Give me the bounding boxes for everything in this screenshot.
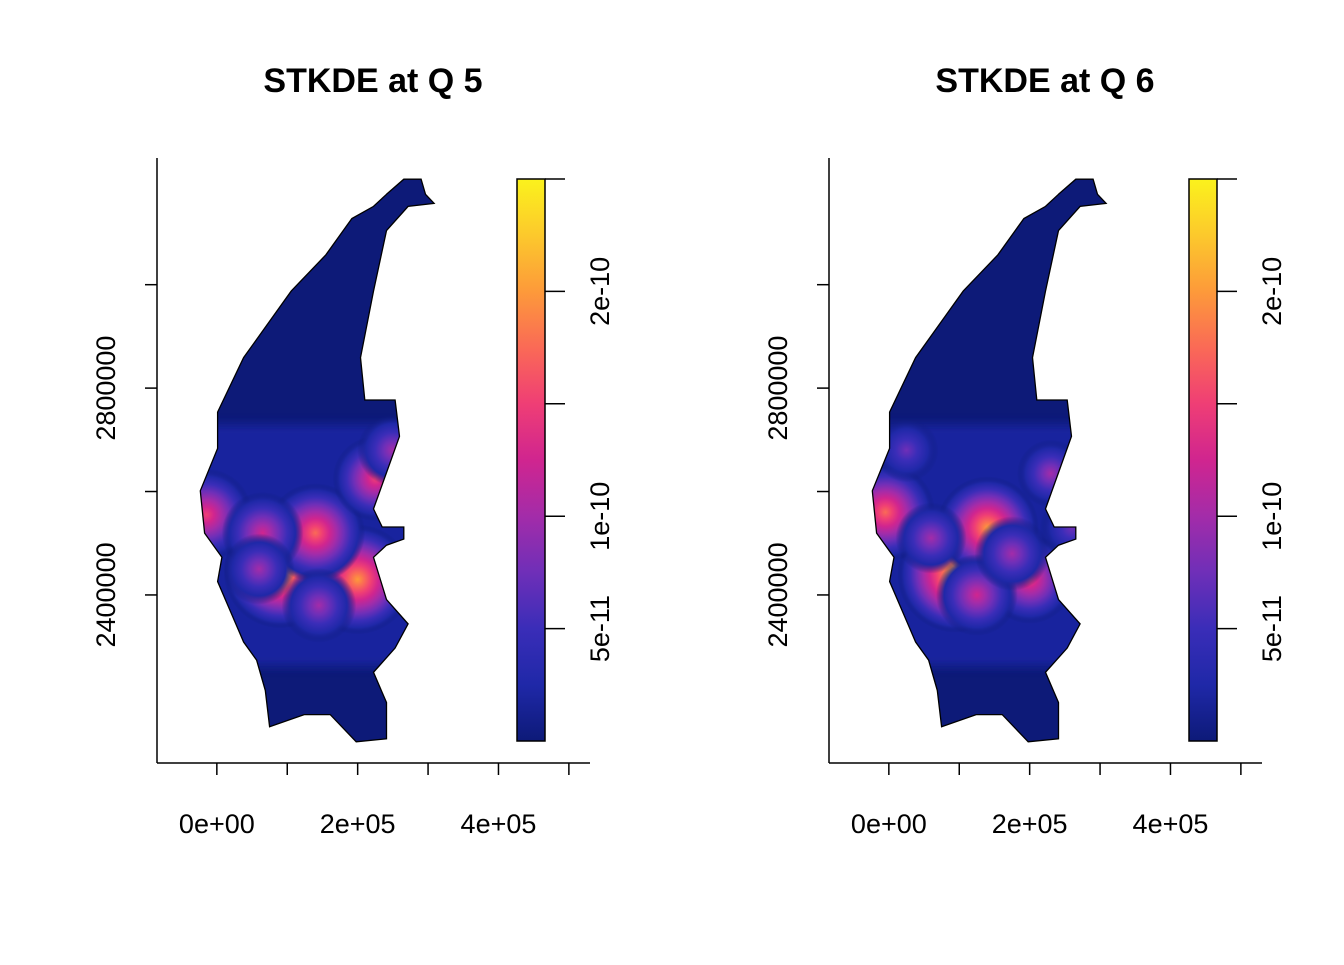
panel-1: STKDE at Q 5 0e+00 2e+05 4e+05 2400000 280000… (91, 62, 615, 839)
x-tick-label: 2e+05 (320, 809, 396, 839)
colorbar (516, 178, 546, 742)
region-outline (199, 178, 436, 743)
y-tick-label: 2400000 (91, 542, 121, 647)
y-tick-label: 2400000 (763, 542, 793, 647)
x-tick-label: 4e+05 (1133, 809, 1209, 839)
density-hotspot (974, 516, 1050, 591)
x-tick-label: 0e+00 (179, 809, 255, 839)
density-hotspot (874, 418, 939, 483)
colorbar-tick-label: 2e-10 (1257, 257, 1287, 326)
colorbar-tick-label: 1e-10 (585, 482, 615, 551)
panel-2: STKDE at Q 6 0e+00 2e+05 4e+05 2400000 280000… (763, 62, 1287, 839)
density-hotspot (1016, 439, 1085, 508)
colorbar-tick-label: 1e-10 (1257, 482, 1287, 551)
chart-title: STKDE at Q 5 (263, 62, 482, 100)
density-hotspot (357, 414, 429, 486)
region-outline (871, 178, 1108, 743)
x-tick-label: 0e+00 (851, 809, 927, 839)
chart-title: STKDE at Q 6 (935, 62, 1154, 100)
y-tick-label: 2800000 (763, 336, 793, 441)
density-hotspot (223, 533, 295, 605)
density-hotspot (281, 567, 357, 643)
colorbar-tick-label: 5e-11 (585, 595, 615, 662)
x-tick-label: 2e+05 (992, 809, 1068, 839)
y-tick-label: 2800000 (91, 336, 121, 441)
colorbar (1188, 178, 1218, 742)
x-tick-label: 4e+05 (461, 809, 537, 839)
density-hotspot (1039, 495, 1105, 560)
colorbar-tick-label: 2e-10 (585, 257, 615, 326)
density-hotspot (895, 502, 967, 574)
colorbar-tick-label: 5e-11 (1257, 595, 1287, 662)
